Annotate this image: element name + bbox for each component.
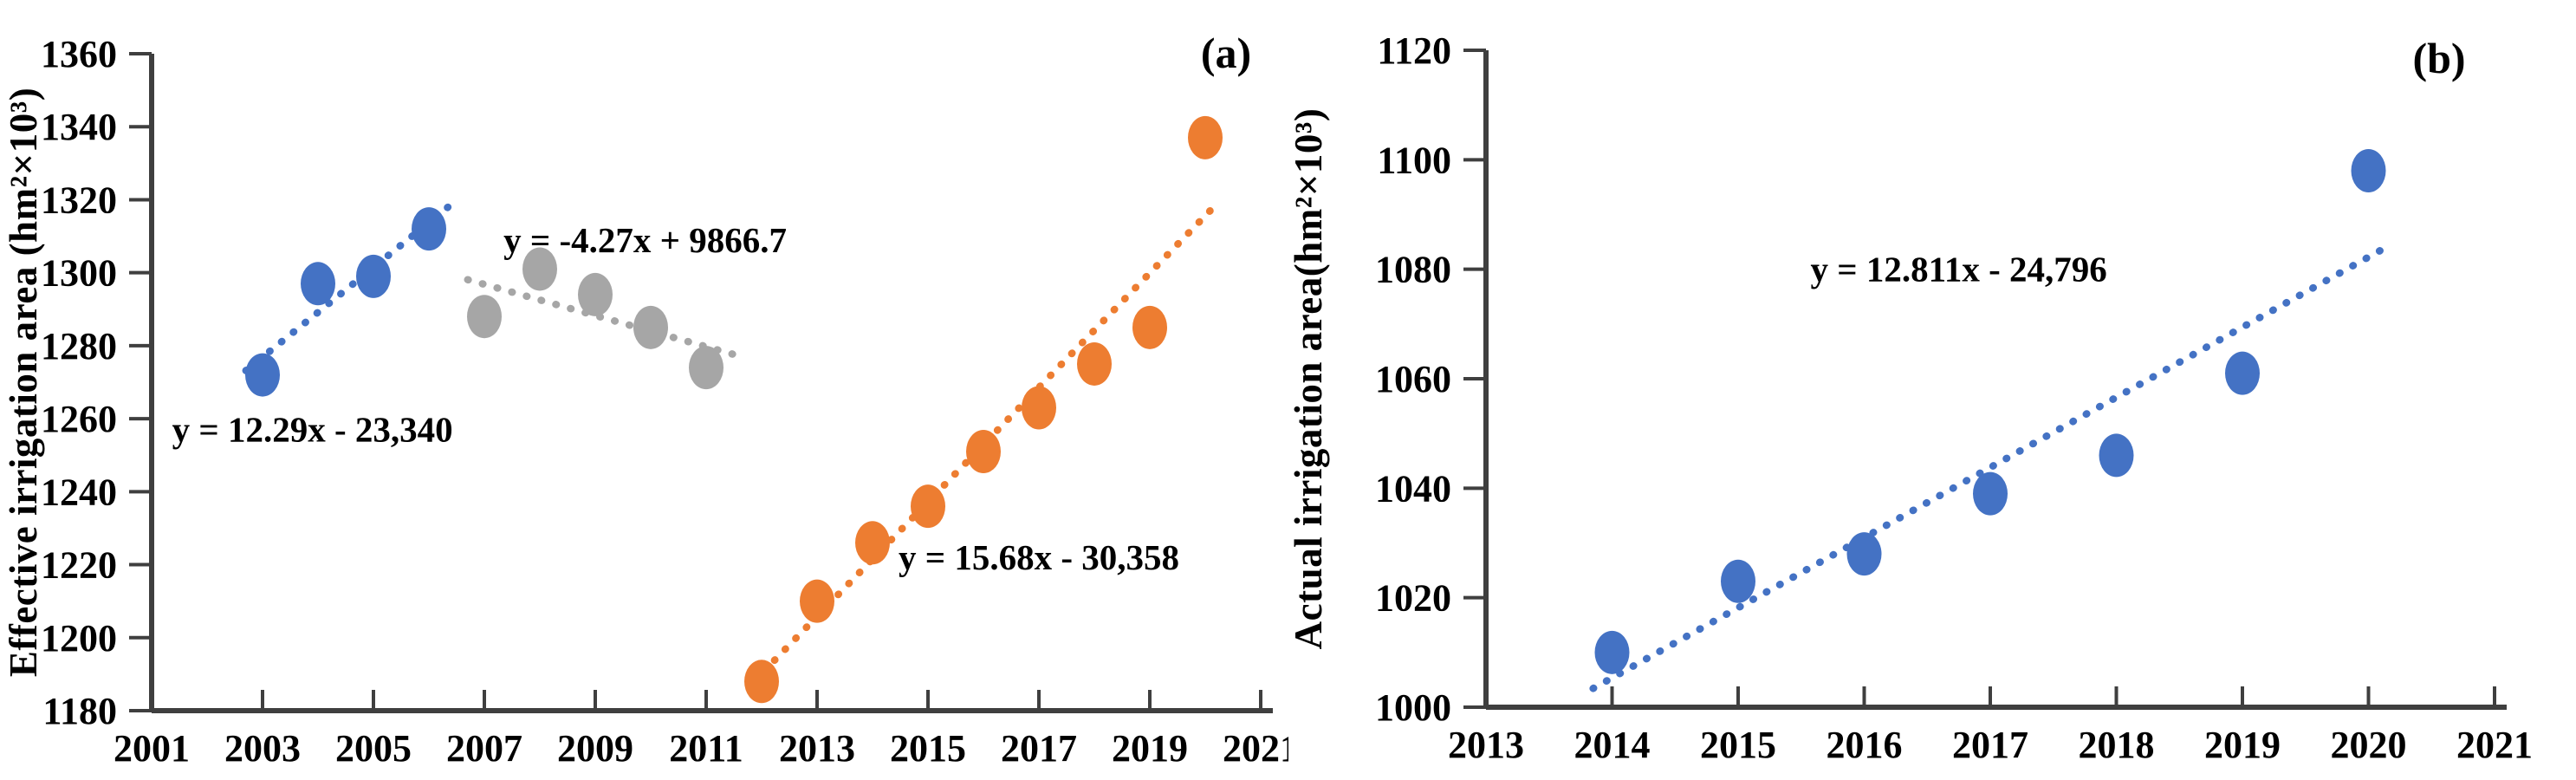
data-point [467, 295, 502, 339]
data-point [744, 660, 779, 704]
x-tick-label: 2019 [2204, 724, 2281, 766]
panel-corner-label: (b) [2412, 34, 2465, 82]
data-point [633, 305, 668, 349]
x-tick-label: 2020 [2331, 724, 2407, 766]
x-tick-label: 2016 [1827, 724, 1903, 766]
x-tick-label: 2001 [114, 727, 190, 770]
x-tick-label: 2021 [1223, 727, 1288, 770]
y-tick-label: 1040 [1375, 467, 1451, 510]
data-point [1188, 115, 1223, 159]
x-tick-label: 2018 [2079, 724, 2155, 766]
y-tick-label: 1240 [41, 471, 117, 513]
data-point [578, 272, 613, 316]
y-tick-label: 1120 [1377, 29, 1451, 72]
data-point [1846, 532, 1882, 576]
data-point [1132, 305, 1167, 349]
x-tick-label: 2013 [1448, 724, 1524, 766]
trend-line [1589, 246, 2385, 692]
data-point [911, 484, 945, 529]
data-point [966, 430, 1001, 474]
trend-equation-label: y = -4.27x + 9866.7 [503, 220, 787, 260]
scatter-chart: Actual irrigation area(hm²×10³) 1000 1020 1… [1288, 29, 2533, 766]
chart-panel-b: Actual irrigation area(hm²×10³) 1000 1020 1… [1288, 0, 2576, 780]
x-tick-label: 2021 [2456, 724, 2533, 766]
data-point [522, 247, 557, 291]
y-tick-label: 1180 [42, 690, 117, 732]
y-tick-label: 1300 [41, 252, 117, 295]
data-point [356, 254, 391, 298]
panel-corner-label: (a) [1201, 29, 1251, 77]
data-point [1973, 471, 2008, 516]
y-tick-label: 1000 [1375, 686, 1451, 729]
y-tick-label: 1080 [1375, 249, 1451, 291]
data-point [412, 207, 446, 251]
scatter-chart: Effective irrigation area (hm²×10³) 1180 1… [2, 29, 1288, 770]
data-point [301, 262, 335, 306]
x-tick-label: 2009 [557, 727, 633, 770]
y-tick-label: 1020 [1375, 577, 1451, 620]
y-tick-label: 1320 [41, 179, 117, 221]
y-tick-label: 1280 [41, 325, 117, 367]
y-tick-label: 1100 [1377, 139, 1451, 181]
trend-line [464, 276, 741, 360]
x-tick-label: 2015 [1700, 724, 1776, 766]
y-tick-label: 1200 [41, 617, 117, 660]
y-axis-title: Actual irrigation area(hm²×10³) [1288, 108, 1330, 650]
data-point [1022, 386, 1056, 430]
data-point [2225, 351, 2260, 395]
data-point [1077, 341, 1112, 386]
data-point [245, 353, 280, 397]
data-point [1594, 630, 1630, 674]
x-tick-label: 2017 [1001, 727, 1077, 770]
y-tick-label: 1060 [1375, 358, 1451, 400]
trend-equation-label: y = 12.29x - 23,340 [172, 410, 453, 450]
y-tick-label: 1220 [41, 544, 117, 587]
x-tick-label: 2014 [1574, 724, 1651, 766]
trend-equation-label: y = 15.68x - 30,358 [899, 537, 1179, 577]
x-tick-label: 2013 [779, 727, 855, 770]
data-point [689, 346, 723, 390]
y-tick-label: 1260 [41, 398, 117, 440]
data-point [800, 579, 834, 623]
y-tick-label: 1340 [41, 106, 117, 148]
x-tick-label: 2017 [1952, 724, 2028, 766]
data-point [2351, 148, 2386, 192]
y-tick-label: 1360 [41, 33, 117, 75]
x-tick-label: 2005 [335, 727, 412, 770]
y-axis-title: Effective irrigation area (hm²×10³) [2, 88, 45, 677]
x-tick-label: 2019 [1112, 727, 1188, 770]
data-point [1721, 559, 1755, 603]
data-point [855, 521, 890, 565]
x-tick-label: 2015 [890, 727, 966, 770]
trend-equation-label: y = 12.811x - 24,796 [1810, 250, 2106, 289]
data-point [2099, 433, 2134, 478]
x-tick-label: 2011 [669, 727, 743, 770]
chart-panel-a: Effective irrigation area (hm²×10³) 1180 1… [2, 29, 1288, 770]
trend-line [242, 198, 458, 374]
x-tick-label: 2007 [446, 727, 522, 770]
x-tick-label: 2003 [224, 727, 301, 770]
